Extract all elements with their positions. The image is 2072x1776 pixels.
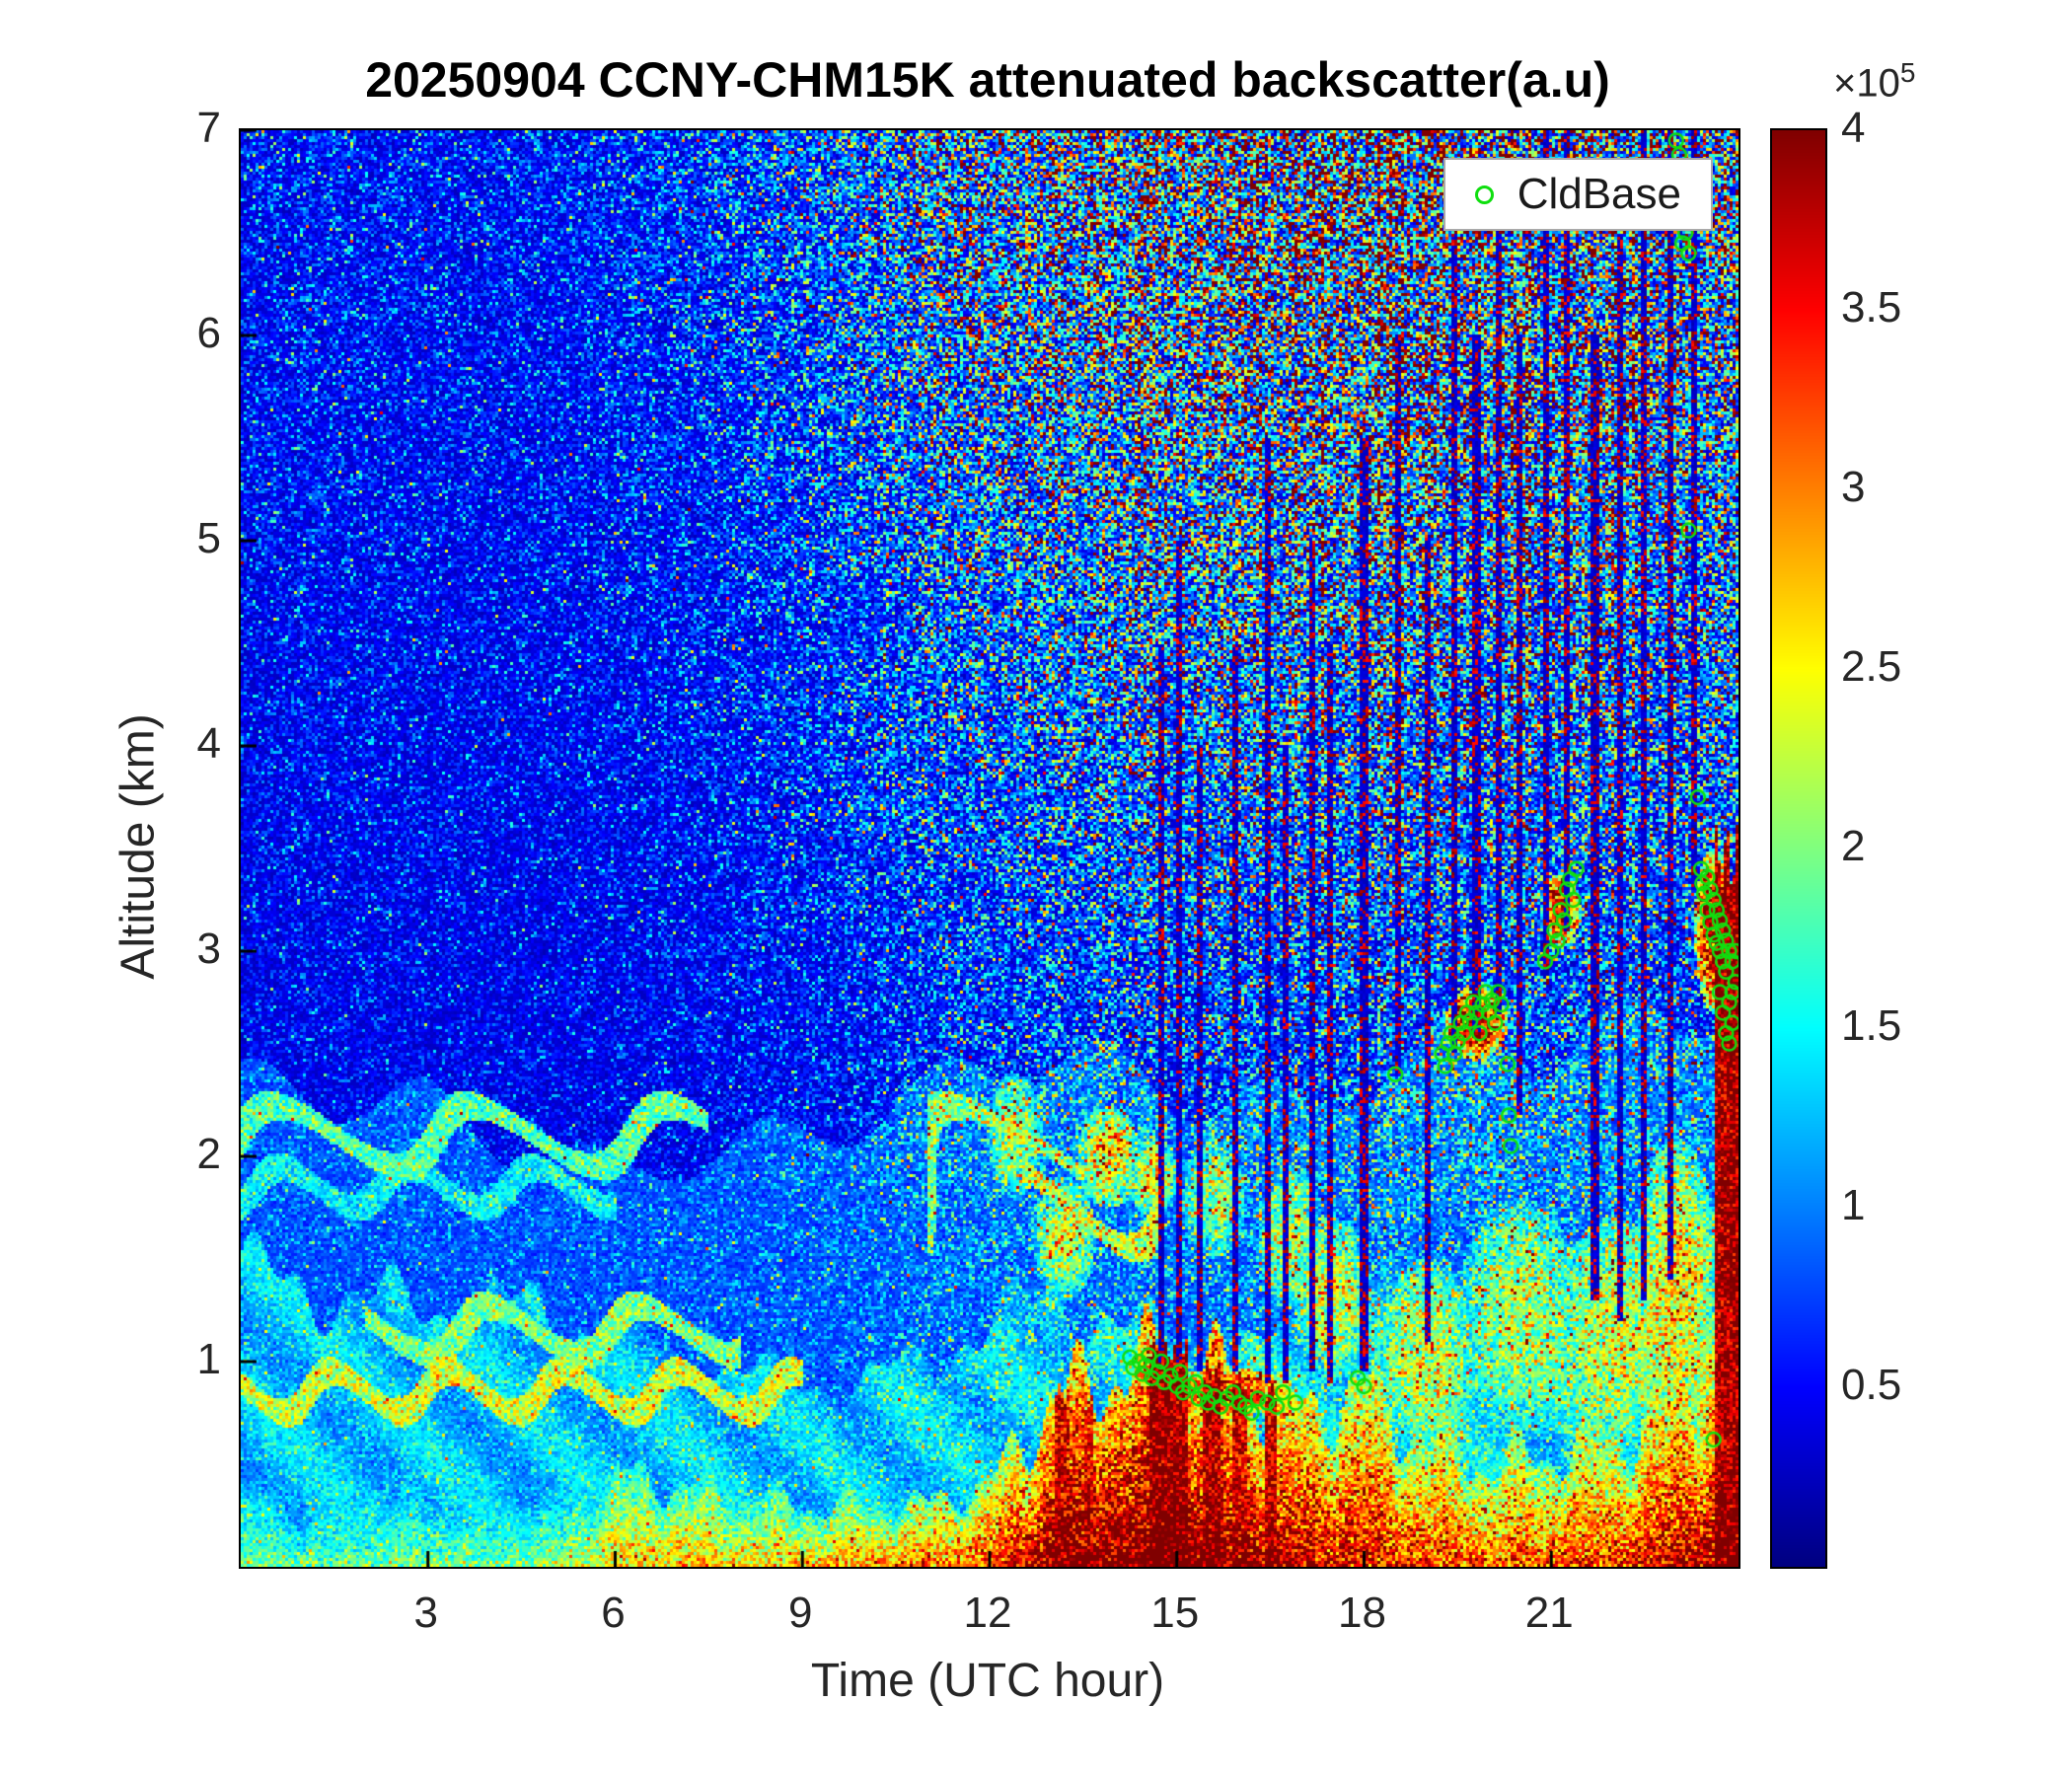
x-tick-label: 21 — [1524, 1589, 1574, 1637]
colorbar-tick-label: 0.5 — [1841, 1361, 1902, 1409]
colorbar-canvas — [1772, 130, 1825, 1567]
y-axis-label: Altitude (km) — [111, 713, 165, 980]
colorbar-tick-label: 4 — [1841, 104, 1866, 152]
x-tick-label: 18 — [1338, 1589, 1386, 1637]
colorbar-tick-label: 2 — [1841, 822, 1866, 870]
y-tick-label: 2 — [196, 1130, 221, 1178]
y-tick-label: 7 — [196, 104, 221, 152]
x-tick-label: 12 — [963, 1589, 1012, 1637]
y-tick-label: 3 — [196, 925, 221, 973]
colorbar-tick-label: 1.5 — [1841, 1001, 1902, 1050]
x-tick-label: 9 — [788, 1589, 813, 1637]
y-tick-label: 1 — [196, 1335, 221, 1383]
legend: CldBase — [1443, 158, 1713, 231]
colorbar — [1770, 128, 1827, 1569]
y-tick-label: 6 — [196, 309, 221, 357]
colorbar-exponent: ×105 — [1833, 57, 1915, 106]
cloudbase-overlay-canvas — [241, 130, 1739, 1567]
x-tick-label: 6 — [601, 1589, 626, 1637]
legend-label: CldBase — [1517, 170, 1681, 218]
colorbar-tick-label: 1 — [1841, 1181, 1866, 1229]
y-tick-label: 4 — [196, 719, 221, 768]
x-tick-label: 15 — [1150, 1589, 1200, 1637]
x-axis-label: Time (UTC hour) — [810, 1655, 1165, 1707]
x-tick-label: 3 — [413, 1589, 438, 1637]
colorbar-tick-label: 3.5 — [1841, 283, 1902, 332]
y-tick-label: 5 — [196, 514, 221, 562]
colorbar-tick-label: 3 — [1841, 463, 1866, 511]
cldbase-marker-icon — [1474, 185, 1494, 204]
plot-area: CldBase — [239, 128, 1740, 1569]
colorbar-tick-label: 2.5 — [1841, 642, 1902, 691]
colorbar-exponent-power: 5 — [1899, 57, 1916, 88]
colorbar-exponent-base: ×10 — [1833, 61, 1900, 106]
plot-title: 20250904 CCNY-CHM15K attenuated backscat… — [365, 52, 1610, 108]
